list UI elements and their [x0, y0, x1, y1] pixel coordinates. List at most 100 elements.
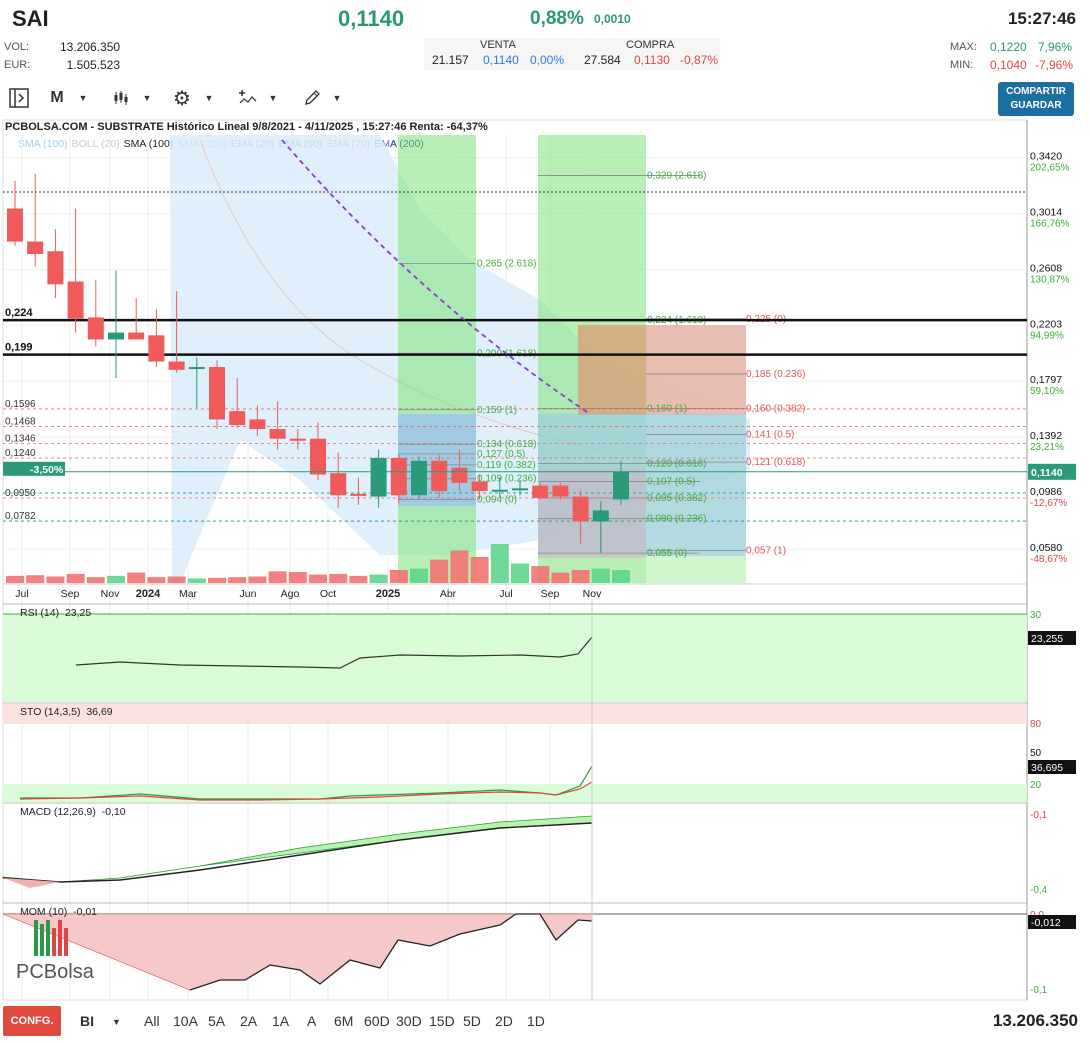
pcbolsa-logo: PCBolsa: [16, 918, 96, 984]
settings-chevron-down-icon[interactable]: ▼: [204, 93, 214, 103]
config-button[interactable]: CONFG.: [3, 1006, 61, 1036]
range-button-60d[interactable]: 60D: [364, 1013, 390, 1029]
fib1-label: 0,109 (0.236): [477, 474, 537, 485]
quote-time: 15:27:46: [1007, 9, 1076, 28]
indicators-icon[interactable]: [236, 82, 260, 114]
dashed-level-label: 0,1346: [5, 433, 36, 444]
rsi-last-badge: [1028, 631, 1076, 645]
volume-bar: [26, 575, 45, 583]
volume-bar: [208, 577, 226, 583]
x-tick-label: Jun: [240, 588, 257, 600]
macd-histogram-area: [2, 815, 593, 883]
range-button-5a[interactable]: 5A: [208, 1013, 226, 1029]
drawing-pencil-icon[interactable]: [300, 82, 324, 114]
range-button-all[interactable]: All: [144, 1013, 160, 1029]
compra-qty: 27.584: [584, 53, 621, 67]
period-chevron-down-icon[interactable]: ▼: [78, 93, 88, 103]
rsi-legend: RSI (14) 23,25: [20, 607, 92, 619]
volume-bar: [268, 571, 287, 583]
period-selector[interactable]: M: [50, 89, 64, 106]
range-button-5d[interactable]: 5D: [463, 1013, 481, 1029]
fib1-label: 0,265 (2.618): [477, 259, 537, 270]
volume-bar: [147, 577, 166, 583]
mom-legend: MOM (10) -0,01: [20, 906, 98, 918]
change-absolute: 0,0010: [594, 12, 631, 26]
fib-blue-box-1: [398, 414, 476, 506]
max-pct: 7,96%: [1038, 40, 1073, 54]
volume-bar: [228, 577, 247, 583]
volume-bar: [349, 575, 368, 583]
candle-body: [552, 485, 569, 497]
range-button-6m[interactable]: 6M: [334, 1013, 354, 1029]
rsi-level-label: 30: [1030, 610, 1042, 621]
vol-value: 13.206.350: [60, 40, 121, 54]
sto-level-label: 20: [1030, 780, 1042, 791]
level-label: 0,224: [5, 307, 33, 319]
candle-body: [512, 488, 528, 491]
y-tick-label: 0,1797: [1030, 374, 1062, 386]
total-volume: 13.206.350: [992, 1011, 1078, 1030]
range-button-30d[interactable]: 30D: [396, 1013, 422, 1029]
share-save-button[interactable]: COMPARTIR GUARDAR: [998, 82, 1074, 116]
current-price-label: 0,1140: [1031, 467, 1063, 479]
dashed-level-label: 0,1468: [5, 417, 36, 428]
gear-icon[interactable]: ⚙: [173, 87, 191, 110]
y-tick-pct: 94,99%: [1030, 330, 1064, 341]
volume-bar: [46, 576, 65, 583]
volume-bar: [531, 566, 550, 583]
legend-item[interactable]: SMA (100): [18, 138, 68, 150]
range-button-10a[interactable]: 10A: [173, 1013, 198, 1029]
candle-body: [471, 481, 488, 492]
venta-header: VENTA: [480, 39, 516, 51]
price-chart[interactable]: 0,265 (2.618)0,200 (1.618)0,159 (1)0,134…: [0, 0, 1090, 1003]
range-button-2d[interactable]: 2D: [495, 1013, 513, 1029]
drawing-chevron-down-icon[interactable]: ▼: [332, 93, 342, 103]
y-tick-label: 0,2203: [1030, 318, 1062, 330]
y-tick-label: 0,3014: [1030, 206, 1062, 218]
volume-bar: [127, 572, 146, 583]
range-button-1d[interactable]: 1D: [527, 1013, 545, 1029]
indicators-chevron-down-icon[interactable]: ▼: [268, 93, 278, 103]
candle-body: [613, 471, 629, 500]
candle-body: [27, 241, 44, 254]
type-chevron-down-icon[interactable]: ▼: [142, 93, 152, 103]
range-button-a[interactable]: A: [307, 1013, 317, 1029]
ema-20-line: [281, 139, 591, 415]
range-button-1a[interactable]: 1A: [272, 1013, 290, 1029]
volume-bar: [107, 575, 125, 583]
sto-level-label: 50: [1030, 748, 1042, 759]
volume-bar: [470, 557, 489, 583]
x-tick-label: 2025: [376, 588, 400, 600]
range-button-2a[interactable]: 2A: [240, 1013, 258, 1029]
eur-label: EUR:: [4, 59, 31, 71]
bl-chevron-down-icon[interactable]: ▼: [112, 1017, 121, 1027]
candle-body: [168, 361, 185, 370]
bl-selector[interactable]: BI: [80, 1013, 94, 1029]
y-tick-pct: 23,21%: [1030, 442, 1064, 453]
fib1-label: 0,127 (0.5): [477, 449, 525, 460]
volume-bar: [551, 572, 570, 583]
left-pct-badge: [3, 461, 65, 476]
fib-red-overlap: [578, 325, 646, 415]
volume-bar: [167, 576, 186, 583]
candle-body: [209, 367, 225, 420]
sto-legend: STO (14,3,5) 36,69: [20, 706, 113, 718]
candle-body: [249, 419, 266, 430]
legend-item[interactable]: BOLL (20): [71, 138, 120, 150]
panel-toggle-icon[interactable]: [6, 82, 32, 114]
y-tick-pct: -12,67%: [1030, 498, 1067, 509]
candlestick-type-icon[interactable]: [110, 82, 132, 114]
candle-body: [491, 489, 508, 492]
volume-bar: [612, 570, 630, 583]
candle-body: [7, 208, 23, 242]
chart-toolbar: M ▼ ▼ ⚙ ▼ ▼ ▼: [0, 82, 1090, 114]
mom-line: [189, 913, 593, 991]
eur-value: 1.505.523: [66, 58, 120, 72]
candle-body: [572, 496, 589, 522]
fib1-label: 0,094 (0): [477, 494, 517, 505]
volume-bar: [329, 573, 348, 583]
rsi-last-label: 23,255: [1031, 633, 1063, 645]
compra-pct: -0,87%: [680, 53, 719, 67]
range-button-15d[interactable]: 15D: [429, 1013, 455, 1029]
vol-label: VOL:: [4, 41, 30, 53]
